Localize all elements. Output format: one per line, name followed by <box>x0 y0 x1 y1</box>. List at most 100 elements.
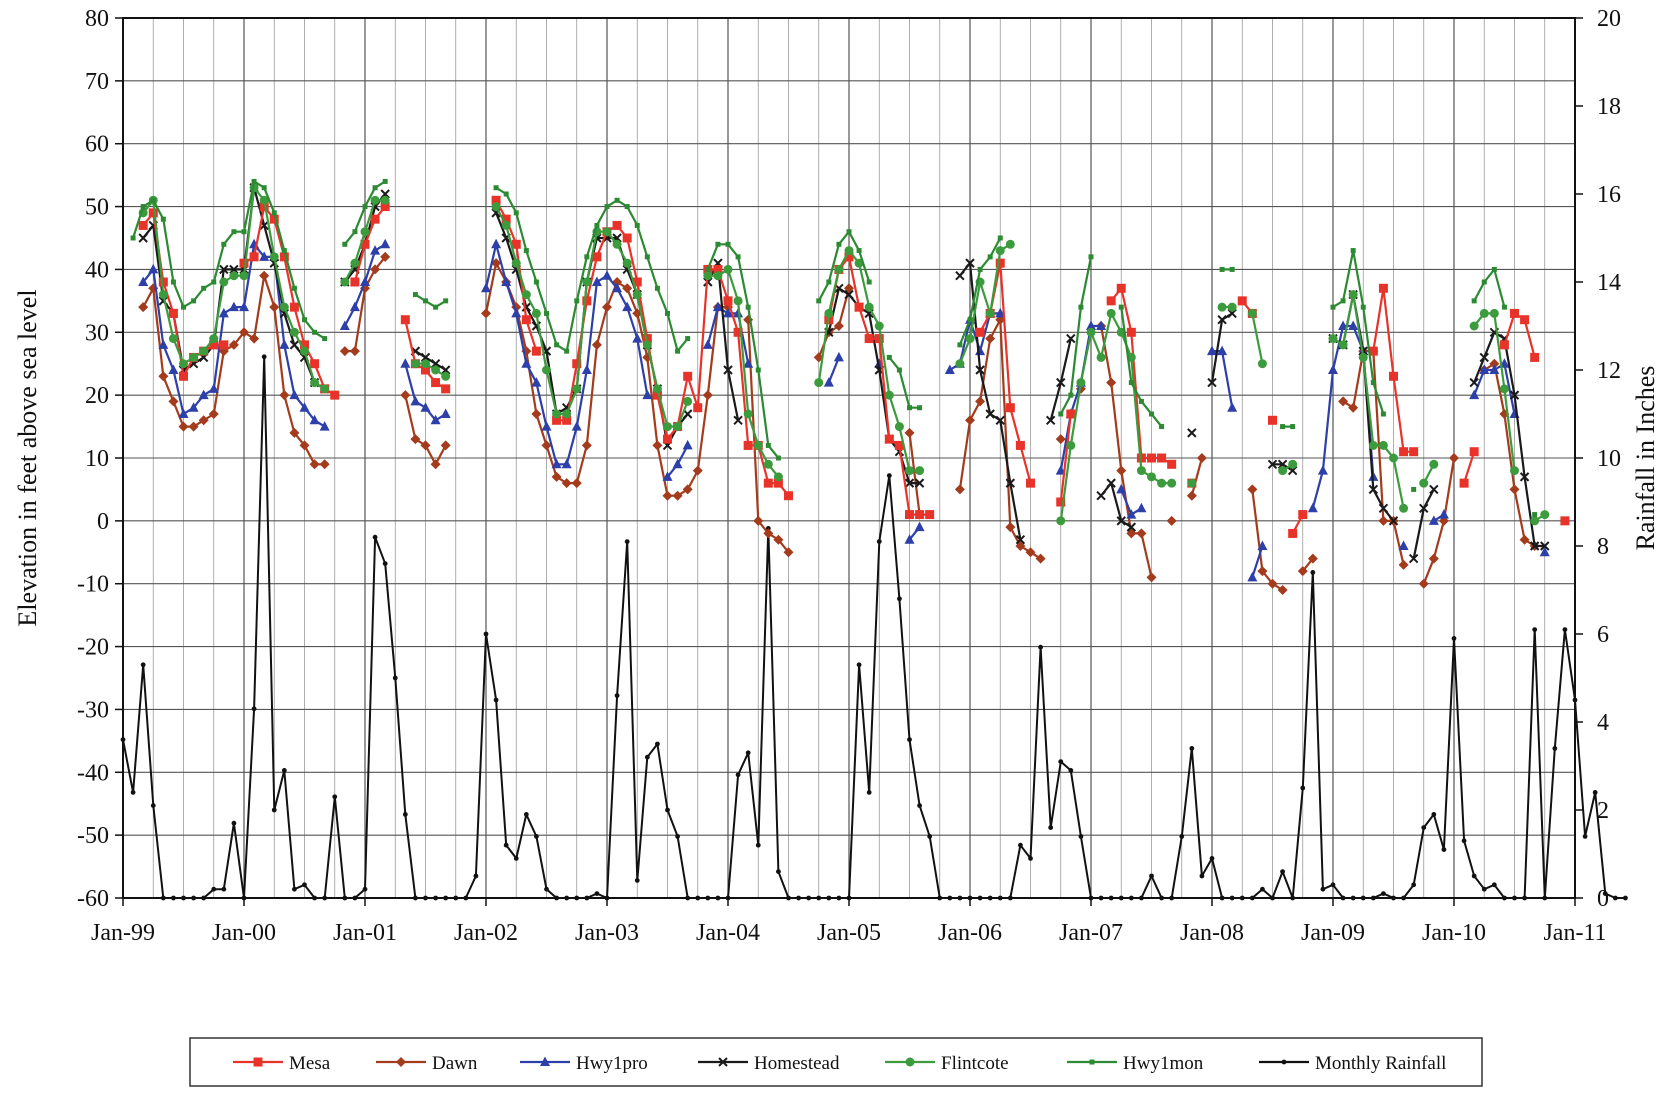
left-axis-tick-label: 0 <box>97 509 109 535</box>
data-point-hwy1mon <box>231 229 237 235</box>
data-point-mesa <box>652 390 662 400</box>
series-line-homestead <box>414 350 447 371</box>
data-point-monthly-rainfall <box>715 895 721 901</box>
data-point-monthly-rainfall <box>1592 790 1598 795</box>
data-point-hwy1pro <box>410 395 421 406</box>
data-point-dawn <box>1136 528 1147 539</box>
data-point-dawn <box>1509 484 1520 495</box>
data-point-hwy1mon <box>513 210 519 216</box>
right-axis-tick-label: 0 <box>1597 886 1609 912</box>
data-point-homestead <box>1066 333 1076 344</box>
data-point-dawn <box>420 440 431 451</box>
data-point-dawn <box>1428 553 1439 564</box>
data-point-monthly-rainfall <box>1108 895 1114 901</box>
data-point-mesa <box>1288 528 1298 538</box>
series-dawn <box>138 251 1540 595</box>
data-point-dawn <box>1005 522 1016 533</box>
data-point-monthly-rainfall <box>1451 636 1457 641</box>
data-point-hwy1pro <box>491 238 502 249</box>
data-point-dawn <box>228 339 239 350</box>
series-monthly-rainfall <box>120 354 1628 901</box>
data-point-dawn <box>682 484 693 495</box>
data-point-flintcote <box>582 277 592 287</box>
data-point-hwy1pro <box>1348 320 1359 330</box>
data-point-mesa <box>1126 327 1136 337</box>
data-point-flintcote <box>723 264 733 274</box>
data-point-hwy1pro <box>1227 402 1238 412</box>
data-point-hwy1pro <box>319 421 330 431</box>
data-point-flintcote <box>834 264 844 274</box>
data-point-hwy1pro <box>208 383 219 393</box>
data-point-flintcote <box>642 340 652 350</box>
data-point-flintcote <box>733 296 743 306</box>
data-point-monthly-rainfall <box>665 807 670 813</box>
data-point-flintcote <box>985 308 995 318</box>
data-point-flintcote <box>229 271 239 281</box>
data-point-hwy1pro <box>1247 571 1258 582</box>
legend-label: Mesa <box>289 1053 331 1074</box>
data-point-flintcote <box>632 290 642 300</box>
data-point-hwy1mon <box>362 204 368 210</box>
data-point-mesa <box>723 296 733 306</box>
data-point-homestead <box>1469 377 1479 388</box>
series-line-flintcote <box>1251 313 1264 364</box>
data-point-hwy1mon <box>574 298 580 304</box>
data-point-dawn <box>904 427 915 438</box>
data-point-monthly-rainfall <box>1350 895 1356 901</box>
data-point-hwy1pro <box>309 414 320 425</box>
data-point-hwy1mon <box>755 367 761 373</box>
data-point-dawn <box>1116 465 1127 476</box>
data-point-homestead <box>904 478 915 488</box>
data-point-hwy1mon <box>1219 266 1225 272</box>
data-point-dawn <box>299 440 310 451</box>
data-point-hwy1pro <box>218 307 229 318</box>
data-point-mesa <box>1298 510 1308 520</box>
data-point-homestead <box>1116 516 1126 526</box>
data-point-hwy1mon <box>584 254 590 260</box>
data-point-flintcote <box>874 321 884 331</box>
data-point-hwy1pro <box>370 245 381 255</box>
data-point-mesa <box>330 390 340 400</box>
data-point-flintcote <box>673 422 683 432</box>
data-point-flintcote <box>995 246 1005 256</box>
data-point-hwy1mon <box>1280 424 1286 430</box>
x-axis-tick-labels: Jan-99 Jan-00 Jan-01 Jan-02 Jan-03 Jan-04 Jan-… <box>91 898 1607 946</box>
data-point-hwy1mon <box>1088 254 1094 260</box>
data-point-mesa <box>421 365 430 375</box>
data-point-mesa <box>1459 478 1469 488</box>
data-point-dawn <box>763 528 774 539</box>
data-point-hwy1mon <box>342 241 348 247</box>
data-point-hwy1mon <box>251 178 257 184</box>
data-point-hwy1pro <box>712 301 723 312</box>
data-point-monthly-rainfall <box>1370 895 1376 901</box>
legend-swatch-marker <box>253 1057 263 1067</box>
data-point-hwy1mon <box>170 279 176 285</box>
data-point-hwy1pro <box>259 251 270 261</box>
data-point-hwy1mon <box>1501 304 1507 310</box>
data-point-flintcote <box>814 378 824 388</box>
data-point-mesa <box>249 252 259 262</box>
series-line-homestead <box>827 287 920 485</box>
data-point-mesa <box>854 302 864 312</box>
data-point-flintcote <box>753 440 763 450</box>
data-point-monthly-rainfall <box>1602 891 1608 896</box>
data-point-monthly-rainfall <box>483 631 489 637</box>
data-point-flintcote <box>269 252 279 262</box>
data-point-flintcote <box>1469 321 1479 331</box>
data-point-flintcote <box>1378 440 1388 450</box>
data-point-dawn <box>833 321 844 331</box>
data-point-hwy1mon <box>594 222 600 228</box>
data-point-mesa <box>1560 516 1570 526</box>
data-point-hwy1mon <box>1330 304 1336 310</box>
data-point-mesa <box>219 340 229 350</box>
data-point-dawn <box>561 478 572 489</box>
data-point-monthly-rainfall <box>453 895 459 901</box>
data-point-hwy1mon <box>1159 424 1165 430</box>
data-point-monthly-rainfall <box>624 539 630 544</box>
data-point-monthly-rainfall <box>1219 895 1225 901</box>
data-point-hwy1mon <box>523 248 529 254</box>
data-point-flintcote <box>1389 453 1398 463</box>
legend-label: Dawn <box>432 1053 478 1074</box>
data-point-hwy1pro <box>521 358 532 368</box>
data-point-monthly-rainfall <box>292 886 297 892</box>
